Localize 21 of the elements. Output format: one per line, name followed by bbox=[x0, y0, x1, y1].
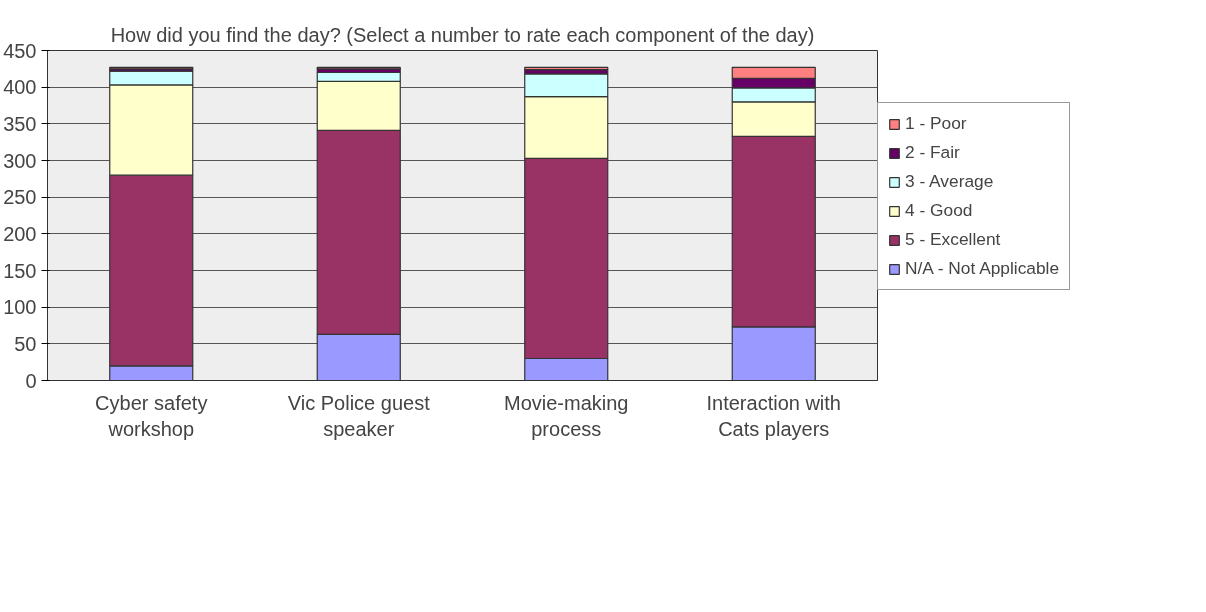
y-tick-label: 0 bbox=[25, 369, 37, 392]
x-tick-label: Cyber safety workshop bbox=[95, 391, 208, 440]
legend-label: 5 - Excellent bbox=[905, 229, 1001, 250]
legend-label: 2 - Fair bbox=[905, 142, 960, 163]
legend-label: 1 - Poor bbox=[905, 113, 967, 134]
y-tick-label: 150 bbox=[3, 259, 37, 282]
chart-title: How did you find the day? (Select a number to rate each component of the day) bbox=[110, 23, 815, 46]
legend-label: N/A - Not Applicable bbox=[905, 258, 1060, 279]
legend-label: 3 - Average bbox=[905, 171, 994, 192]
y-tick-label: 250 bbox=[3, 186, 37, 209]
legend-label: 4 - Good bbox=[905, 200, 973, 221]
y-tick-label: 400 bbox=[3, 76, 37, 99]
x-tick-label: Movie-making process bbox=[504, 391, 629, 440]
x-tick-label: Vic Police guest speaker bbox=[287, 391, 431, 440]
y-tick-label: 50 bbox=[14, 332, 37, 355]
y-tick-label: 350 bbox=[3, 112, 37, 135]
y-tick-label: 450 bbox=[3, 39, 37, 62]
x-tick-label: Interaction with Cats players bbox=[706, 391, 842, 440]
y-tick-label: 200 bbox=[3, 222, 37, 245]
y-tick-label: 300 bbox=[3, 149, 37, 172]
y-tick-label: 100 bbox=[3, 296, 37, 319]
